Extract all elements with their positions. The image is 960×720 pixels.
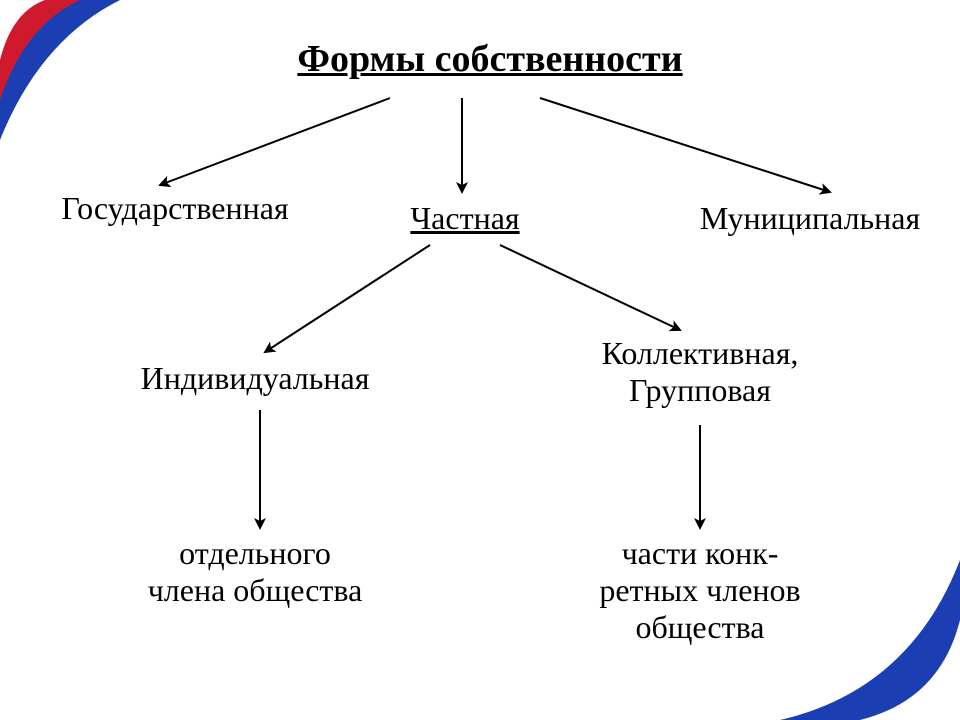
- edge-private-to-individual: [265, 245, 430, 352]
- node-individual: Индивидуальная: [95, 360, 415, 397]
- slide: Формы собственности Государственная Частна…: [0, 0, 960, 720]
- node-collective: Коллективная, Групповая: [540, 335, 860, 409]
- edge-private-to-collective: [500, 245, 680, 330]
- edge-title-to-state: [160, 98, 390, 185]
- edge-title-to-municipal: [540, 98, 830, 192]
- node-state: Государственная: [20, 190, 330, 227]
- node-private: Частная: [375, 200, 555, 237]
- node-title: Формы собственности: [220, 38, 760, 82]
- node-coll_desc: части конк- ретных членов общества: [530, 535, 870, 645]
- node-municipal: Муниципальная: [660, 200, 960, 237]
- node-indiv_desc: отдельного члена общества: [95, 535, 415, 609]
